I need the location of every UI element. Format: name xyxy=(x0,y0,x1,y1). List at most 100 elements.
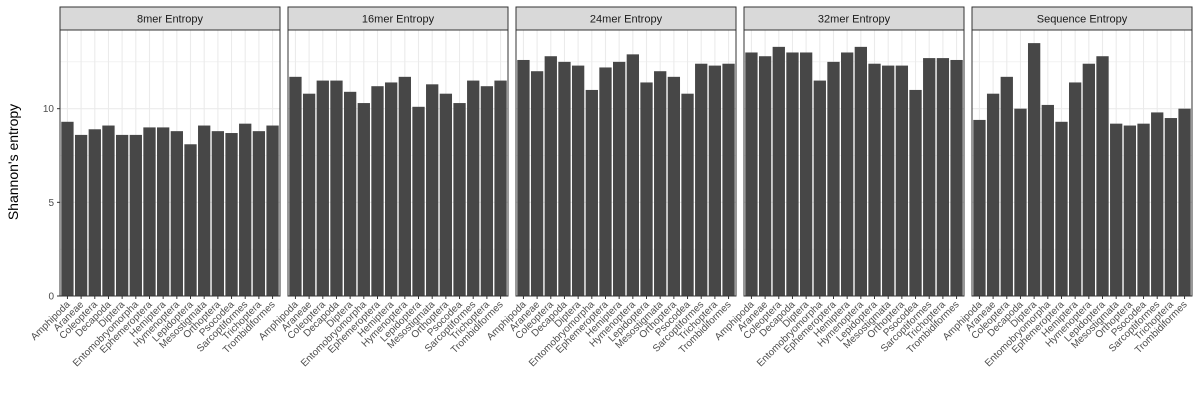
facet-panel: 8mer EntropyAmphipodaAraneaeColeopteraDe… xyxy=(29,6,281,369)
bar xyxy=(895,65,909,296)
bar xyxy=(827,61,840,297)
bar xyxy=(758,56,772,296)
bar xyxy=(1082,63,1095,297)
bar xyxy=(1151,112,1164,296)
bar xyxy=(841,52,854,296)
bar xyxy=(143,127,156,296)
bar xyxy=(986,93,1000,296)
bar xyxy=(613,61,626,297)
bar xyxy=(385,82,398,296)
bar xyxy=(61,121,74,297)
bar xyxy=(1123,125,1137,296)
bar xyxy=(1069,82,1082,296)
bar xyxy=(558,61,571,297)
bar xyxy=(854,46,867,296)
bar xyxy=(1164,118,1178,296)
bar xyxy=(654,71,667,296)
facet-panels: 8mer EntropyAmphipodaAraneaeColeopteraDe… xyxy=(29,6,1193,369)
bar xyxy=(667,76,681,296)
facet-panel: Sequence EntropyAmphipodaAraneaeColeopte… xyxy=(941,6,1193,369)
y-tick-label: 10 xyxy=(43,104,55,115)
facet-title: Sequence Entropy xyxy=(1037,14,1128,26)
bar xyxy=(1014,108,1027,296)
facet-panel: 24mer EntropyAmphipodaAraneaeColeopteraD… xyxy=(485,6,737,369)
facet-title: 24mer Entropy xyxy=(590,14,663,26)
bar xyxy=(129,134,142,296)
bar xyxy=(626,54,639,296)
panel-border xyxy=(59,29,281,297)
bar xyxy=(745,52,758,296)
y-tick-label: 0 xyxy=(48,292,54,303)
bar xyxy=(950,59,963,296)
bar xyxy=(302,93,316,296)
bar xyxy=(544,56,557,296)
bar xyxy=(289,76,302,296)
bar xyxy=(88,129,101,296)
bar xyxy=(494,80,507,297)
bar xyxy=(170,131,183,296)
bar xyxy=(813,80,826,297)
bar xyxy=(973,119,986,296)
bar xyxy=(184,144,197,296)
facet-title: 16mer Entropy xyxy=(362,14,435,26)
panel-border xyxy=(743,29,965,297)
bar xyxy=(102,125,115,296)
y-tick-label: 5 xyxy=(48,198,54,209)
bar xyxy=(1110,123,1123,296)
bar xyxy=(211,131,225,296)
bar xyxy=(882,65,895,296)
bar xyxy=(467,80,480,297)
y-axis-title: Shannon's entropy xyxy=(5,104,21,220)
bar xyxy=(371,86,384,297)
bar xyxy=(115,134,129,296)
bar xyxy=(909,89,922,296)
bar xyxy=(585,89,598,296)
bar xyxy=(1000,76,1013,296)
facet-title: 32mer Entropy xyxy=(818,14,891,26)
facet-panel: 16mer EntropyAmphipodaAraneaeColeopteraD… xyxy=(257,6,509,369)
bar xyxy=(923,58,936,297)
bar xyxy=(530,71,544,296)
bar xyxy=(1178,108,1191,296)
bar xyxy=(722,63,735,297)
bar xyxy=(1041,104,1054,296)
bar xyxy=(571,65,585,296)
bar xyxy=(239,123,252,296)
panel-border xyxy=(971,29,1193,297)
bar xyxy=(1096,56,1109,296)
bar xyxy=(266,125,279,296)
bar xyxy=(343,91,357,297)
bar xyxy=(439,93,453,296)
bar xyxy=(681,93,694,296)
bar xyxy=(708,65,722,296)
bar xyxy=(252,131,266,296)
bar xyxy=(412,106,425,296)
bar xyxy=(936,58,950,297)
bar xyxy=(225,133,238,296)
bar xyxy=(786,52,799,296)
bar xyxy=(599,67,612,297)
bar xyxy=(453,103,466,296)
bar xyxy=(1055,121,1068,297)
bar xyxy=(1137,123,1150,296)
bar xyxy=(426,84,439,296)
bar xyxy=(74,134,88,296)
facet-title: 8mer Entropy xyxy=(137,14,204,26)
panel-border xyxy=(515,29,737,297)
bar xyxy=(772,46,785,296)
facet-panel: 32mer EntropyAmphipodaAraneaeColeopteraD… xyxy=(713,6,965,369)
bar xyxy=(316,80,329,297)
bar xyxy=(517,59,530,296)
bar xyxy=(330,80,343,297)
bar xyxy=(480,86,494,297)
bar xyxy=(868,63,881,297)
panel-border xyxy=(287,29,509,297)
bar xyxy=(198,125,211,296)
bar xyxy=(1027,43,1041,297)
bar xyxy=(799,52,813,296)
bar xyxy=(640,82,653,296)
bar xyxy=(357,103,370,296)
bar xyxy=(398,76,411,296)
bar xyxy=(695,63,708,297)
